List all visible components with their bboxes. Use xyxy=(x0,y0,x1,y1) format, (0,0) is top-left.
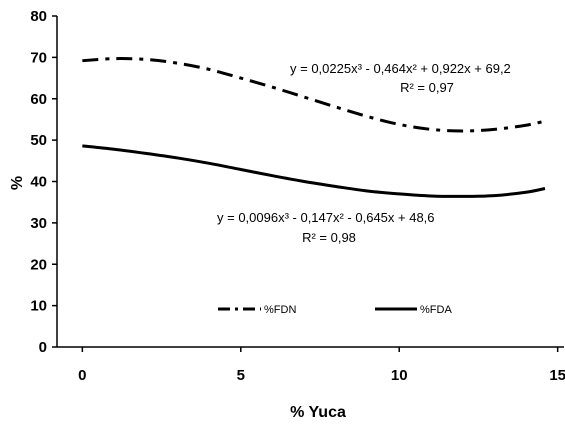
trendline-equation-fdn: y = 0,0225x³ - 0,464x² + 0,922x + 69,2 xyxy=(290,61,511,76)
legend-label-fdn: %FDN xyxy=(264,304,296,316)
x-tick-label: 5 xyxy=(237,367,245,384)
x-tick-label: 0 xyxy=(78,367,86,384)
y-tick-label: 30 xyxy=(30,215,47,232)
trendline-equation-fda: y = 0,0096x³ - 0,147x² - 0,645x + 48,6 xyxy=(217,210,435,225)
trendline-r2-fdn: R² = 0,97 xyxy=(400,80,454,95)
y-tick-label: 10 xyxy=(30,298,47,315)
x-ticks: 0 5 10 15 xyxy=(78,347,565,384)
y-axis-title: % xyxy=(9,176,26,190)
y-tick-label: 60 xyxy=(30,91,47,108)
y-ticks: 0 10 20 30 40 50 60 70 80 xyxy=(30,8,57,356)
y-tick-label: 80 xyxy=(30,8,47,25)
x-tick-label: 10 xyxy=(391,367,408,384)
legend-label-fda: %FDA xyxy=(420,304,452,316)
y-tick-label: 40 xyxy=(30,174,47,191)
x-axis-title: % Yuca xyxy=(290,404,346,421)
y-tick-label: 20 xyxy=(30,256,47,273)
series-line-fda xyxy=(82,144,546,198)
x-tick-label: 15 xyxy=(549,367,565,384)
series-line-fdn xyxy=(82,57,546,133)
legend: %FDN %FDA xyxy=(218,304,452,316)
y-tick-label: 0 xyxy=(39,339,47,356)
y-tick-label: 50 xyxy=(30,132,47,149)
trendline-r2-fda: R² = 0,98 xyxy=(302,230,356,245)
y-tick-label: 70 xyxy=(30,49,47,66)
